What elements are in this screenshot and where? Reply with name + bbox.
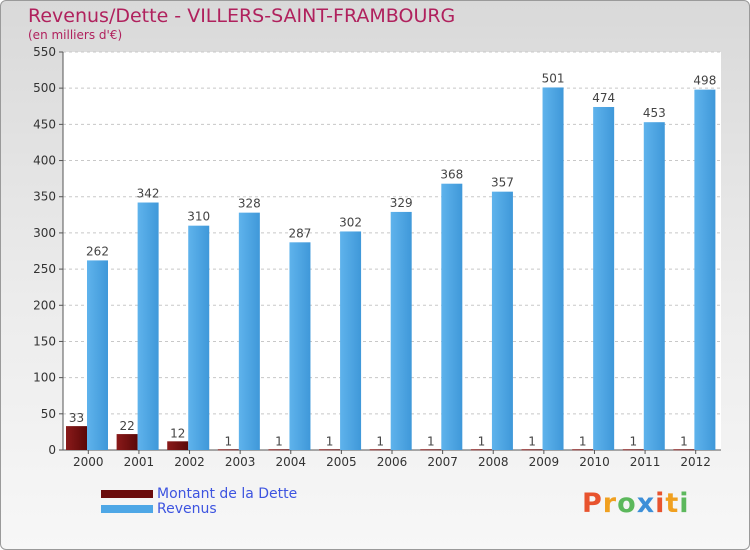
data-label-dette: 1 (376, 434, 384, 448)
bar-dette (470, 449, 492, 451)
x-tick-label: 2012 (680, 455, 711, 469)
data-label-dette: 1 (478, 434, 486, 448)
data-label-dette: 1 (528, 434, 536, 448)
bar-dette (217, 449, 239, 451)
data-label-revenus: 498 (693, 74, 716, 88)
y-tick-label: 0 (48, 443, 56, 457)
bar-dette (622, 449, 644, 451)
legend-swatch-dette (101, 489, 153, 498)
x-tick-label: 2010 (579, 455, 610, 469)
data-label-revenus: 310 (187, 210, 210, 224)
x-tick-label: 2004 (275, 455, 306, 469)
y-tick-label: 100 (33, 371, 56, 385)
y-tick-label: 500 (33, 81, 56, 95)
data-label-revenus: 328 (238, 197, 261, 211)
proxiti-logo: Proxiti (582, 488, 690, 519)
legend-swatch-revenus (101, 504, 153, 513)
bar-dette (167, 441, 189, 450)
y-tick-label: 550 (33, 45, 56, 59)
bar-revenus (137, 202, 159, 450)
bar-revenus (390, 211, 412, 450)
data-label-dette: 22 (119, 419, 134, 433)
bar-dette (369, 449, 391, 451)
data-label-revenus: 501 (542, 71, 565, 85)
bar-dette (116, 434, 138, 450)
data-label-revenus: 302 (339, 215, 362, 229)
y-tick-label: 150 (33, 334, 56, 348)
data-label-dette: 12 (170, 426, 185, 440)
x-tick-label: 2002 (174, 455, 205, 469)
bar-revenus (542, 87, 564, 450)
data-label-dette: 1 (680, 434, 688, 448)
bar-dette (420, 449, 442, 451)
bar-revenus (87, 260, 108, 450)
x-tick-label: 2009 (529, 455, 560, 469)
bar-dette (268, 449, 290, 451)
x-tick-label: 2000 (73, 455, 104, 469)
x-tick-label: 2001 (124, 455, 155, 469)
chart-title: Revenus/Dette - VILLERS-SAINT-FRAMBOURG (28, 5, 456, 27)
x-tick-label: 2007 (427, 455, 458, 469)
data-label-dette: 1 (579, 434, 587, 448)
x-tick-label: 2003 (225, 455, 256, 469)
chart-subtitle: (en milliers d'€) (28, 28, 123, 42)
bar-revenus (441, 183, 463, 450)
y-tick-label: 250 (33, 262, 56, 276)
legend: Montant de la Dette Revenus (101, 485, 298, 517)
bar-dette (521, 449, 543, 451)
y-tick-label: 350 (33, 190, 56, 204)
data-label-dette: 33 (69, 411, 84, 425)
legend-item-dette: Montant de la Dette (101, 485, 298, 502)
data-label-revenus: 357 (491, 176, 514, 190)
bar-revenus (593, 106, 615, 450)
data-label-dette: 1 (326, 434, 334, 448)
bar-revenus (238, 212, 260, 450)
data-label-dette: 1 (225, 434, 233, 448)
data-label-revenus: 342 (137, 187, 160, 201)
x-tick-label: 2008 (478, 455, 509, 469)
x-tick-label: 2005 (326, 455, 357, 469)
data-label-dette: 1 (427, 434, 435, 448)
legend-label-revenus: Revenus (157, 500, 217, 517)
bar-dette (319, 449, 341, 451)
bar-dette (66, 426, 87, 450)
legend-label-dette: Montant de la Dette (157, 485, 298, 502)
y-tick-label: 400 (33, 154, 56, 168)
bar-revenus (694, 89, 716, 450)
data-label-revenus: 453 (643, 106, 666, 120)
bar-revenus (491, 191, 513, 451)
x-tick-label: 2011 (630, 455, 661, 469)
data-label-revenus: 287 (289, 226, 312, 240)
bar-dette (572, 449, 594, 451)
data-label-dette: 1 (275, 434, 283, 448)
data-label-revenus: 368 (440, 168, 463, 182)
y-tick-label: 450 (33, 117, 56, 131)
y-tick-label: 200 (33, 298, 56, 312)
bar-revenus (289, 242, 311, 450)
data-label-revenus: 262 (86, 244, 109, 258)
legend-item-revenus: Revenus (101, 500, 297, 517)
data-label-revenus: 474 (592, 91, 615, 105)
data-label-revenus: 329 (390, 196, 413, 210)
bar-revenus (643, 122, 665, 451)
x-tick-label: 2006 (377, 455, 408, 469)
data-label-dette: 1 (629, 434, 637, 448)
bar-revenus (340, 231, 362, 450)
y-tick-label: 300 (33, 226, 56, 240)
bar-dette (673, 449, 695, 451)
y-tick-label: 50 (41, 407, 56, 421)
bar-revenus (188, 225, 210, 450)
